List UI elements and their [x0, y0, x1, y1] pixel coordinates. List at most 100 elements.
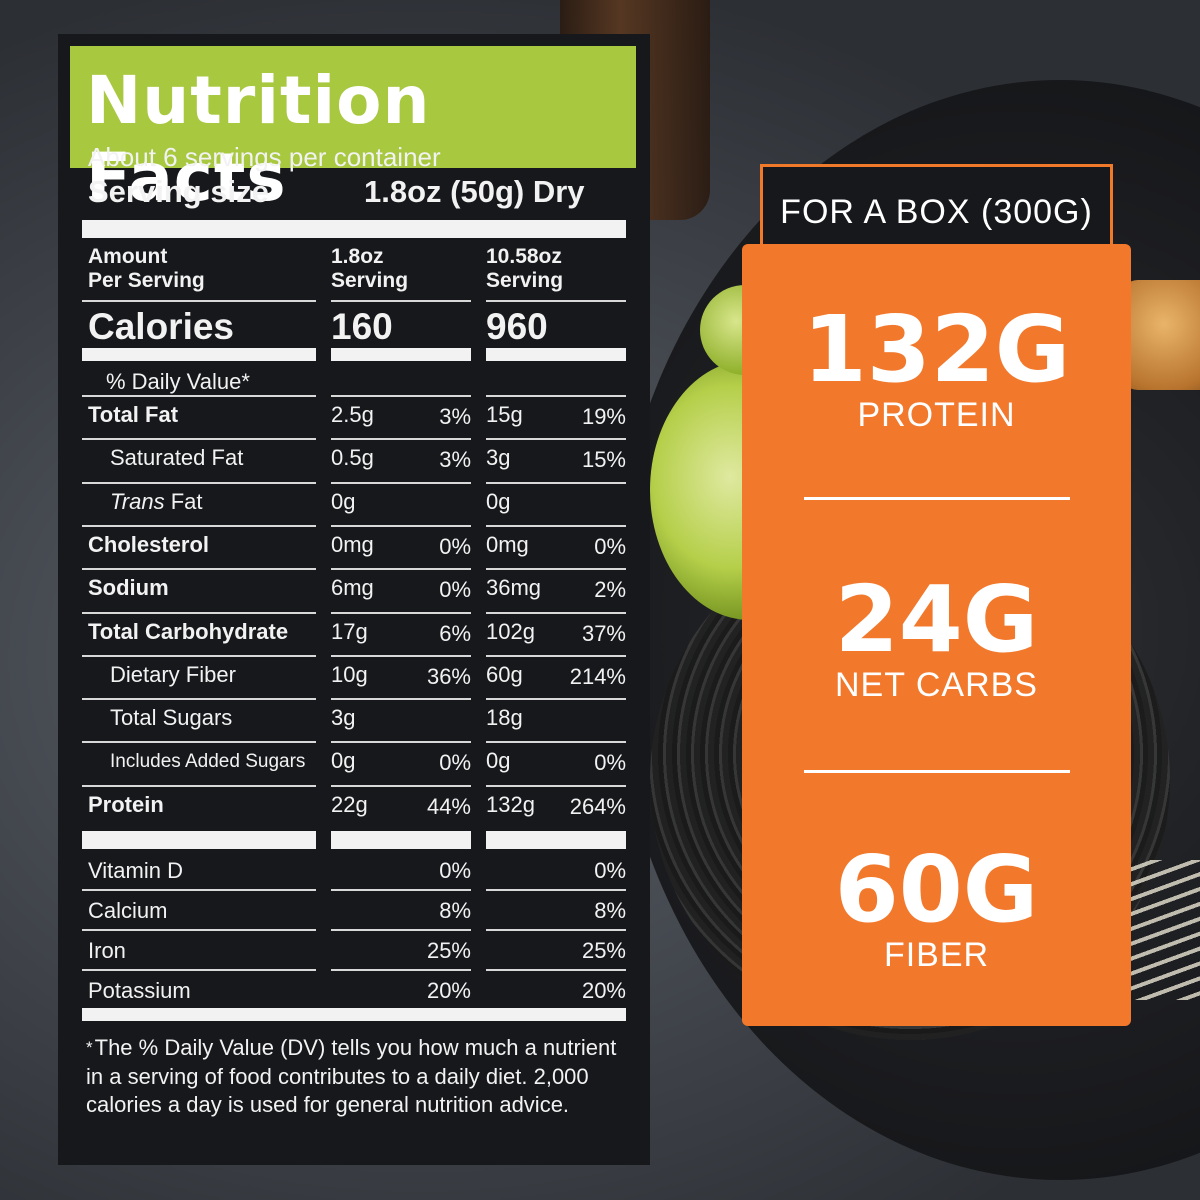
divider	[486, 969, 626, 971]
nutrient-label: Protein	[88, 791, 164, 817]
container-daily-value: 0%	[594, 533, 626, 559]
serving-daily-value: 8%	[439, 898, 471, 923]
serving-amount: 22g	[331, 791, 368, 817]
container-daily-value: 264%	[569, 793, 626, 819]
serving-size-label: Serving size	[88, 174, 269, 209]
fiber-stat-value: 60G	[834, 836, 1039, 943]
column1-header-line2: Serving	[331, 269, 409, 292]
nutrition-title-banner: Nutrition Facts	[70, 46, 636, 216]
protein-stat-value: 132G	[802, 296, 1071, 403]
nutrient-label-rest: Fat	[164, 488, 203, 514]
column1-header-line1: 1.8oz	[331, 245, 384, 268]
divider	[82, 481, 316, 484]
calories-bar	[331, 348, 471, 361]
divider	[82, 784, 316, 787]
nutrient-label: Sodium	[88, 575, 169, 601]
container-daily-value: 15%	[581, 447, 626, 473]
calories-col2: 960	[486, 306, 548, 347]
container-amount: 36mg	[486, 575, 542, 601]
serving-daily-value: 0%	[439, 858, 471, 883]
nutrient-label-italic: Trans	[110, 488, 165, 514]
divider	[331, 300, 471, 302]
net-carbs-stat-value: 24G	[834, 566, 1039, 673]
nutrition-title: Nutrition Facts	[86, 62, 431, 216]
container-daily-value: 214%	[569, 663, 626, 689]
box-stats-panel: 132G PROTEIN 24G NET CARBS 60G FIBER	[742, 244, 1131, 1026]
divider	[486, 698, 626, 701]
divider	[331, 611, 471, 614]
divider	[486, 611, 626, 614]
divider	[82, 300, 316, 302]
protein-stat-label: PROTEIN	[857, 396, 1016, 434]
divider	[82, 698, 316, 701]
fiber-stat-label: FIBER	[883, 936, 990, 974]
footnote-star: *	[86, 1038, 93, 1057]
vitamin-label: Calcium	[88, 898, 168, 923]
thick-divider	[82, 220, 626, 238]
divider	[486, 741, 626, 744]
serving-daily-value: 25%	[426, 938, 471, 963]
divider	[486, 929, 626, 931]
daily-value-header: % Daily Value*	[106, 369, 250, 394]
protein-bar	[331, 831, 471, 849]
container-amount: 60g	[486, 661, 523, 687]
divider	[331, 481, 471, 484]
serving-amount: 6mg	[331, 575, 374, 601]
container-daily-value: 2%	[594, 577, 626, 603]
divider	[331, 889, 471, 891]
nutrient-label: Dietary Fiber	[110, 661, 236, 687]
divider	[331, 969, 471, 971]
serving-amount: 17g	[331, 618, 368, 644]
container-daily-value: 19%	[581, 404, 626, 429]
protein-bar	[82, 831, 316, 849]
serving-daily-value: 3%	[439, 447, 471, 473]
divider	[486, 524, 626, 527]
nutrient-label: Saturated Fat	[110, 445, 244, 471]
divider	[486, 395, 626, 397]
container-daily-value: 37%	[581, 620, 626, 646]
divider	[331, 524, 471, 527]
serving-amount: 2.5g	[331, 402, 374, 427]
tofu-image	[1120, 280, 1200, 390]
serving-amount: 3g	[331, 705, 356, 731]
bottom-bar	[82, 1008, 626, 1021]
container-amount: 0g	[486, 488, 511, 514]
amount-header-line1: Amount	[88, 245, 168, 268]
serving-daily-value: 0%	[439, 577, 471, 603]
divider	[331, 654, 471, 657]
container-daily-value: 0%	[594, 858, 626, 883]
container-daily-value: 20%	[581, 978, 626, 1003]
divider	[82, 929, 316, 931]
container-daily-value: 25%	[581, 938, 626, 963]
container-amount: 3g	[486, 445, 511, 471]
footnote-text: The % Daily Value (DV) tells you how muc…	[86, 1035, 617, 1117]
divider	[486, 481, 626, 484]
divider	[331, 698, 471, 701]
serving-daily-value: 3%	[439, 404, 471, 429]
divider	[331, 929, 471, 931]
calories-label: Calories	[88, 306, 235, 347]
box-size-tab: FOR A BOX (300G)	[760, 164, 1113, 256]
container-amount: 102g	[486, 618, 535, 644]
divider	[82, 969, 316, 971]
serving-amount: 0mg	[331, 531, 374, 557]
container-amount: 0g	[486, 748, 511, 774]
nutrient-label: Total Fat	[88, 402, 179, 427]
divider	[486, 568, 626, 571]
amount-header: Amount Per Serving	[88, 245, 205, 293]
divider	[486, 654, 626, 657]
divider	[331, 741, 471, 744]
divider	[82, 654, 316, 657]
footnote: *The % Daily Value (DV) tells you how mu…	[86, 1034, 626, 1120]
serving-amount: 0g	[331, 488, 356, 514]
protein-bar	[486, 831, 626, 849]
divider	[331, 784, 471, 787]
serving-amount: 0g	[331, 748, 356, 774]
divider	[82, 741, 316, 744]
serving-daily-value: 36%	[426, 663, 471, 689]
serving-amount: 0.5g	[331, 445, 374, 471]
divider	[82, 395, 316, 397]
divider	[331, 395, 471, 397]
amount-header-line2: Per Serving	[88, 269, 205, 292]
divider	[331, 568, 471, 571]
